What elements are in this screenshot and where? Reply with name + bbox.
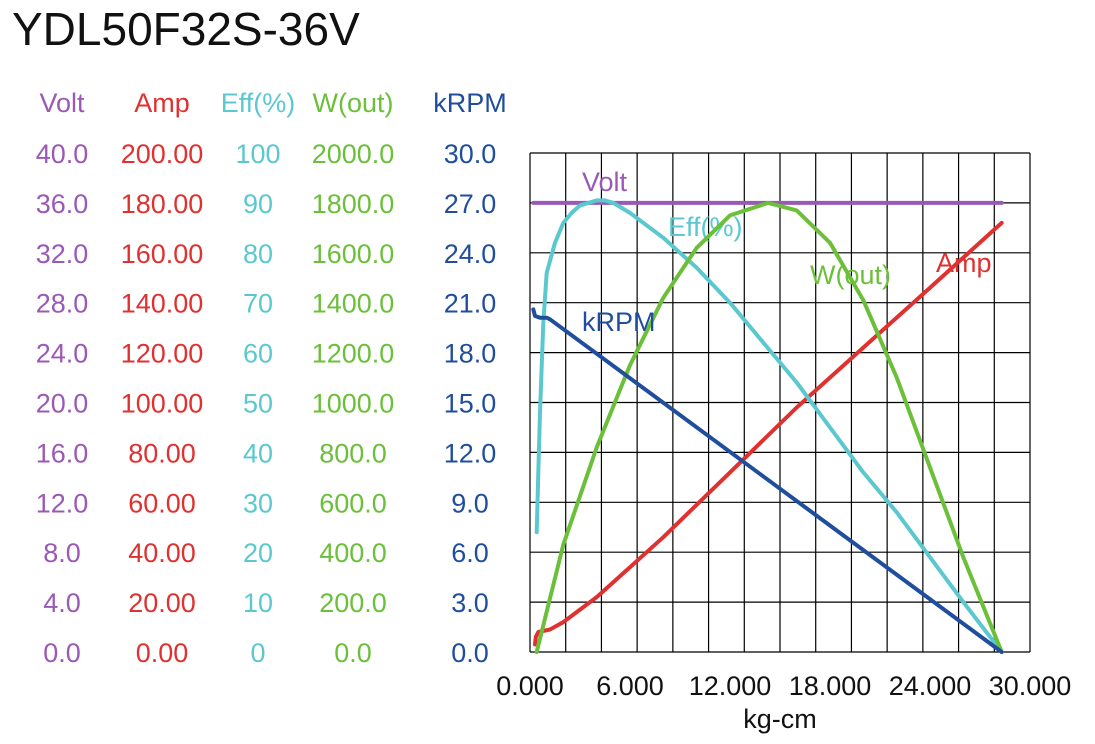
y-tick-label: 800.0 [319, 438, 387, 468]
y-tick-label: 24.0 [444, 239, 497, 269]
y-tick-label: 1000.0 [312, 389, 395, 419]
series-label-krpm: kRPM [582, 307, 656, 337]
y-tick-label: 80.00 [128, 438, 196, 468]
x-tick-label: 0.000 [496, 671, 564, 701]
y-tick-label: 20 [243, 538, 273, 568]
y-tick-label: 15.0 [444, 389, 497, 419]
x-tick-label: 18.000 [789, 671, 872, 701]
y-tick-label: 60 [243, 339, 273, 369]
y-tick-label: 1400.0 [312, 289, 395, 319]
y-tick-label: 50 [243, 389, 273, 419]
x-axis-label: kg-cm [743, 704, 817, 734]
y-tick-label: 3.0 [451, 588, 489, 618]
y-tick-label: 20.0 [36, 389, 89, 419]
y-tick-label: 2000.0 [312, 139, 395, 169]
axis-header-0: Volt [39, 88, 85, 118]
y-tick-label: 0.0 [334, 638, 372, 668]
y-tick-label: 20.00 [128, 588, 196, 618]
series-label-volt: Volt [582, 167, 628, 197]
y-tick-label: 9.0 [451, 488, 489, 518]
y-tick-label: 10 [243, 588, 273, 618]
y-tick-label: 600.0 [319, 488, 387, 518]
y-tick-label: 28.0 [36, 289, 89, 319]
y-tick-label: 40 [243, 438, 273, 468]
y-tick-label: 4.0 [43, 588, 81, 618]
y-tick-label: 200.0 [319, 588, 387, 618]
y-tick-label: 0.0 [43, 638, 81, 668]
y-tick-label: 21.0 [444, 289, 497, 319]
y-tick-label: 100.00 [121, 389, 204, 419]
axis-header-2: Eff(%) [221, 88, 296, 118]
y-tick-label: 400.0 [319, 538, 387, 568]
axis-header-4: kRPM [433, 88, 507, 118]
y-tick-label: 12.0 [36, 488, 89, 518]
y-tick-label: 160.00 [121, 239, 204, 269]
series-line-eff [534, 198, 1004, 654]
y-tick-label: 100 [235, 139, 280, 169]
y-tick-label: 120.00 [121, 339, 204, 369]
axis-header-1: Amp [134, 88, 190, 118]
y-tick-label: 200.00 [121, 139, 204, 169]
y-tick-label: 0.0 [451, 638, 489, 668]
x-tick-label: 30.000 [989, 671, 1072, 701]
y-tick-label: 36.0 [36, 189, 89, 219]
y-tick-label: 40.00 [128, 538, 196, 568]
series-line-krpm [531, 307, 1004, 654]
y-tick-label: 6.0 [451, 538, 489, 568]
y-tick-label: 40.0 [36, 139, 89, 169]
x-tick-label: 12.000 [689, 671, 772, 701]
y-tick-label: 18.0 [444, 339, 497, 369]
y-tick-label: 32.0 [36, 239, 89, 269]
y-tick-label: 1600.0 [312, 239, 395, 269]
y-tick-label: 180.00 [121, 189, 204, 219]
x-tick-label: 24.000 [889, 671, 972, 701]
series-line-w-out [534, 200, 1004, 654]
y-tick-label: 60.00 [128, 488, 196, 518]
y-tick-label: 12.0 [444, 438, 497, 468]
y-tick-label: 30 [243, 488, 273, 518]
y-tick-label: 80 [243, 239, 273, 269]
y-tick-label: 90 [243, 189, 273, 219]
y-tick-label: 27.0 [444, 189, 497, 219]
y-tick-label: 70 [243, 289, 273, 319]
series-line-amp [533, 220, 1004, 647]
y-tick-label: 0.00 [136, 638, 189, 668]
x-tick-label: 6.000 [596, 671, 664, 701]
y-tick-label: 1200.0 [312, 339, 395, 369]
chart-title: YDL50F32S-36V [12, 3, 360, 55]
y-tick-label: 8.0 [43, 538, 81, 568]
y-tick-label: 24.0 [36, 339, 89, 369]
series-label-amp: Amp [936, 248, 992, 278]
axis-header-3: W(out) [313, 88, 394, 118]
y-tick-label: 140.00 [121, 289, 204, 319]
y-tick-label: 16.0 [36, 438, 89, 468]
y-tick-label: 0 [250, 638, 265, 668]
y-tick-label: 30.0 [444, 139, 497, 169]
y-tick-label: 1800.0 [312, 189, 395, 219]
series-label-w-out: W(out) [810, 260, 891, 290]
